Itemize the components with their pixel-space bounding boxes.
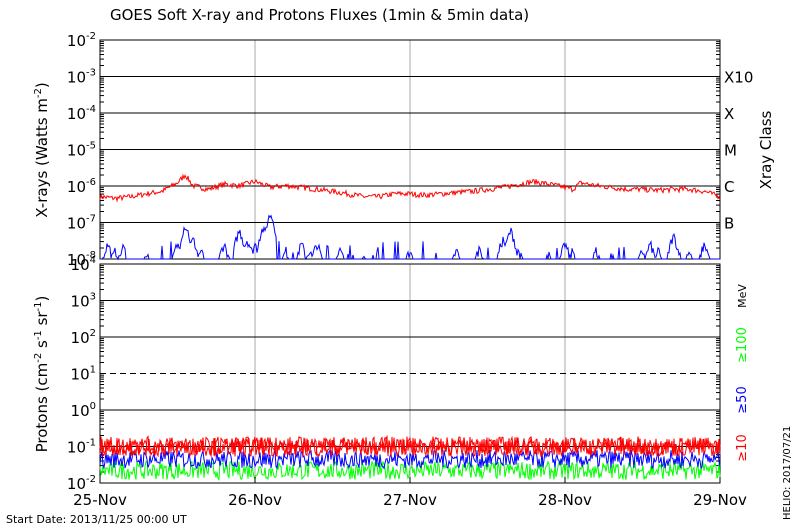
proton-legend-label: ≥50 — [735, 386, 750, 413]
y-tick-label: 10-2 — [67, 474, 96, 493]
proton-series-10 — [99, 435, 721, 457]
x-tick-label: 26-Nov — [228, 491, 282, 509]
y-tick-label: 10-4 — [67, 104, 96, 123]
proton-series — [99, 434, 721, 458]
proton-series — [99, 449, 721, 470]
xray-class-label: M — [724, 142, 737, 160]
proton-panel: 104 103 102 101 100 10-1 10-2 MeV ≥10 ≥50 ≥100 — [67, 255, 750, 493]
start-date: Start Date: 2013/11/25 00:00 UT — [6, 513, 187, 526]
y-tick-label: 10-8 — [67, 250, 96, 269]
credit-label: HELIO: 2017/07/21 — [782, 425, 793, 520]
proton-legend-label: ≥10 — [735, 434, 750, 461]
y-tick-label: 10-7 — [67, 214, 96, 233]
y-tick-label: 10-3 — [67, 68, 96, 87]
y-tick-label: 10-2 — [67, 31, 96, 50]
x-tick-label: 27-Nov — [383, 491, 437, 509]
xray-class-label: B — [724, 215, 734, 233]
y-tick-label: 103 — [71, 292, 96, 311]
proton-legend-label: ≥100 — [735, 327, 750, 363]
y-tick-label: 10-1 — [67, 438, 96, 457]
axis-labels: X-rays (Watts m-2) Protons (cm-2 s-1 sr-1… — [33, 82, 51, 452]
proton-y-axis-label: Protons (cm-2 s-1 sr-1) — [33, 296, 51, 453]
xray-panel: 10-2 10-3 10-4 10-5 10-6 10-7 10-8 X10 X MC B Xray … — [67, 31, 775, 269]
y-tick-label: 101 — [71, 365, 96, 384]
x-tick-label: 28-Nov — [538, 491, 592, 509]
xray-class-axis-label: Xray Class — [757, 110, 775, 189]
y-tick-label: 104 — [71, 255, 96, 274]
xray-class-label: X10 — [724, 69, 753, 87]
xray-short-series — [100, 214, 720, 261]
mev-label: MeV — [736, 284, 749, 308]
plot-frame — [99, 39, 721, 260]
x-axis: 25-Nov 26-Nov 27-Nov 28-Nov 29-Nov — [73, 477, 747, 509]
y-tick-label: 10-5 — [67, 141, 96, 160]
x-tick-label: 29-Nov — [693, 491, 747, 509]
x-tick-label: 25-Nov — [73, 491, 127, 509]
xray-class-label: C — [724, 178, 734, 196]
chart-title: GOES Soft X-ray and Protons Fluxes (1min… — [110, 6, 530, 24]
y-tick-label: 102 — [71, 328, 96, 347]
xray-class-label: X — [724, 105, 734, 123]
xray-long-series — [99, 173, 721, 203]
xray-y-axis-label: X-rays (Watts m-2) — [33, 82, 51, 217]
y-tick-label: 100 — [71, 401, 96, 420]
proton-series — [99, 459, 721, 481]
y-tick-label: 10-6 — [67, 177, 96, 196]
